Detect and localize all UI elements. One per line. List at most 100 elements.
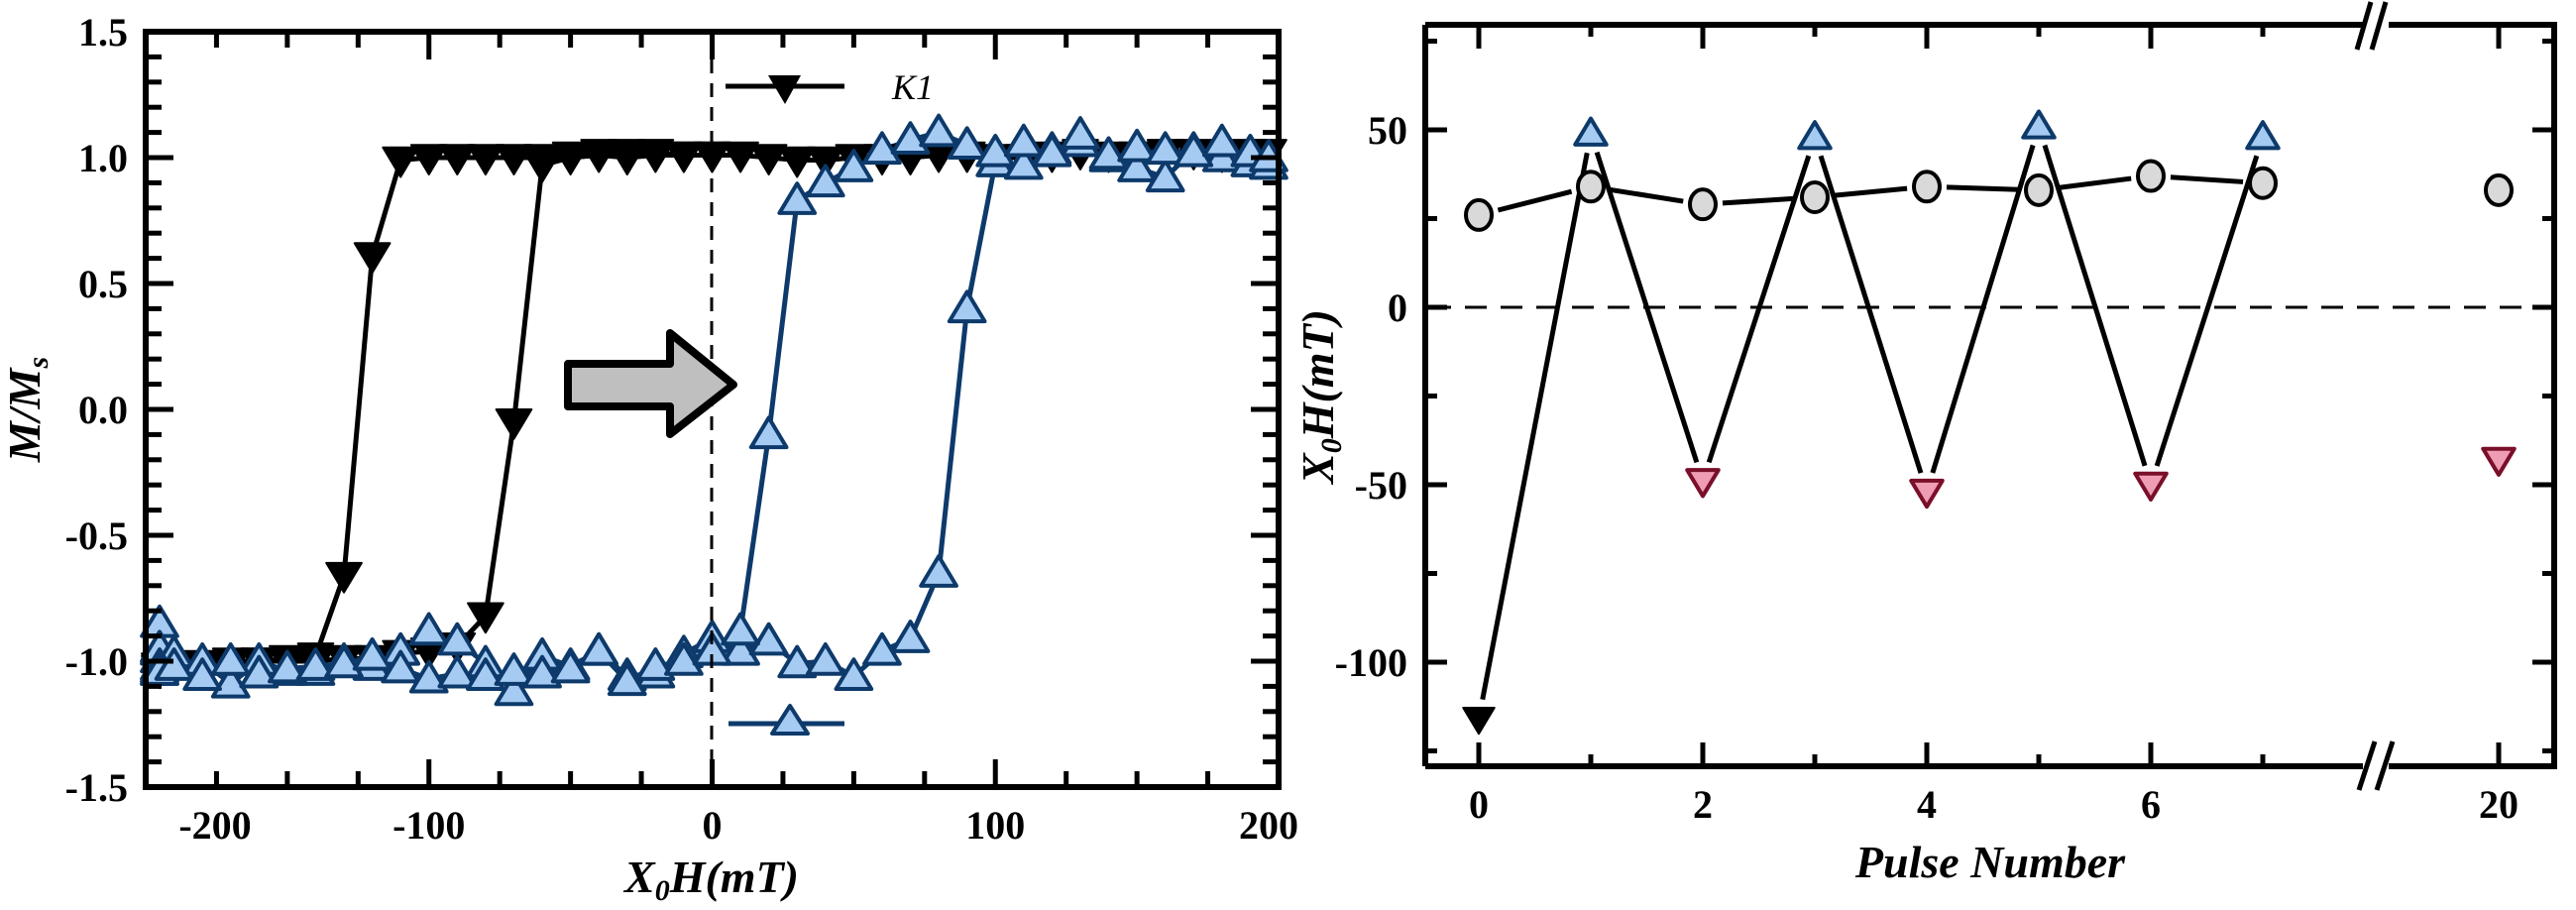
data-point-blue [834, 149, 874, 182]
data-point-blue [295, 647, 336, 681]
data-point-K1 [325, 561, 363, 594]
x-tick-label: -200 [178, 803, 251, 848]
hysteresis-data [140, 113, 1288, 707]
data-point-initial [1462, 707, 1496, 736]
data-point-K1 [778, 146, 817, 178]
data-point-K1 [382, 146, 420, 178]
data-point-blue [1003, 123, 1044, 158]
data-point-K1 [806, 146, 844, 178]
x-tick-label: 0 [1469, 782, 1489, 827]
data-point-K1 [722, 141, 759, 173]
data-point-positive [1797, 120, 1833, 151]
data-point-blue [748, 415, 789, 450]
data-point-K1 [438, 144, 477, 175]
legend-marker-blue [770, 704, 810, 736]
y-tick-label: 50 [1368, 108, 1407, 153]
data-point-blue [664, 642, 704, 676]
y-tick-label: -50 [1355, 463, 1407, 508]
data-point-positive [2245, 120, 2281, 151]
data-point-blue [1061, 116, 1100, 150]
data-point-K1 [495, 144, 533, 175]
data-point-blue [947, 126, 987, 161]
zigzag-segment [1706, 155, 1812, 464]
data-point-blue [721, 612, 760, 646]
data-point-blue [494, 652, 534, 686]
y-tick-label: 0 [1388, 285, 1407, 330]
data-point-blue [919, 113, 958, 148]
data-point-blue [1202, 123, 1242, 158]
y-tick-label: -100 [1335, 640, 1407, 685]
data-point-K1 [353, 242, 392, 275]
axis-ticks [143, 29, 1282, 790]
data-point-K1 [467, 602, 504, 634]
legend: K1 [726, 67, 934, 736]
tick-labels: -200 -100 0 100 200 1.5 1.0 0.5 0.0 -0.5 -1.0 -1.5 [65, 10, 1298, 848]
pulse-plot: 0 2 4 6 20 50 0 -50 -100 Pulse Number X0H(mT) [1292, 1, 2557, 887]
y-tick-label: 0.0 [78, 388, 128, 432]
zigzag-segment [1594, 151, 1700, 464]
data-point-blue [239, 654, 280, 689]
tick-labels: 0 2 4 6 20 50 0 -50 -100 [1335, 108, 2519, 827]
data-point-blue [522, 654, 562, 689]
y-tick-label: 1.0 [78, 136, 128, 180]
data-point-blue [748, 622, 789, 656]
data-point-negative [1685, 468, 1721, 499]
zigzag-segment [2042, 144, 2148, 467]
y-tick-label: 0.5 [78, 262, 128, 306]
data-point-positive [1573, 116, 1609, 147]
zigzag-segment [1480, 152, 1590, 701]
data-point-blue [805, 642, 845, 676]
data-point-circle [1576, 170, 1606, 204]
data-point-blue [862, 631, 902, 666]
x-tick-label: 100 [965, 803, 1025, 848]
data-point-K1 [409, 144, 448, 175]
data-point-blue [635, 647, 676, 681]
data-point-circle [2484, 172, 2514, 207]
x-tick-label: 6 [2141, 782, 2161, 827]
data-point-K1 [749, 144, 788, 175]
data-point-circle [2024, 172, 2054, 207]
zigzag-segment [1930, 144, 2036, 474]
legend-label-k1: K1 [891, 67, 934, 107]
data-point-blue [919, 554, 958, 588]
data-point-blue [1145, 131, 1185, 166]
zigzag-segment [1818, 155, 1924, 474]
series-blue-line [157, 130, 1270, 684]
data-point-K1 [467, 144, 504, 175]
data-point-blue [1174, 133, 1214, 168]
circle-series-segment [1946, 184, 2020, 192]
data-point-blue [550, 649, 591, 684]
data-point-circle [2248, 166, 2278, 200]
data-point-blue [1145, 159, 1185, 193]
x-tick-label: 4 [1917, 782, 1937, 827]
x-tick-label: 0 [703, 803, 723, 848]
data-point-blue [1032, 133, 1072, 168]
axis-ticks [1425, 25, 2554, 766]
data-point-K1 [495, 407, 533, 440]
data-point-blue [862, 131, 902, 166]
data-point-blue [777, 181, 818, 215]
data-point-blue [834, 657, 874, 691]
x-tick-label: 20 [2479, 782, 2519, 827]
data-point-blue [154, 647, 194, 681]
y-tick-label: -1.0 [65, 639, 128, 684]
x-tick-label: 200 [1239, 803, 1298, 848]
data-point-blue [437, 622, 478, 656]
data-point-blue [437, 654, 478, 689]
y-tick-label: -1.5 [65, 765, 128, 810]
data-point-K1 [636, 141, 675, 173]
x-axis-title: Pulse Number [1854, 837, 2126, 887]
zigzag-segment [2154, 155, 2260, 467]
y-tick-label: -0.5 [65, 513, 128, 558]
hysteresis-plot: K1 -200 -100 0 100 200 1.5 1.0 0.5 0.0 -0.5 -1.0 -1… [0, 10, 1298, 907]
axis-break-bottom [2356, 740, 2396, 791]
data-point-blue [408, 612, 449, 646]
series-K1-line [157, 152, 713, 672]
data-point-blue [1117, 149, 1157, 182]
data-point-K1 [523, 151, 561, 183]
x-axis-title: X0H(mT) [622, 852, 799, 907]
legend-marker-k1 [768, 75, 801, 104]
circle-series-segment [1834, 185, 1908, 198]
data-point-circle [2136, 159, 2166, 193]
circle-series-segment [1497, 188, 1573, 213]
